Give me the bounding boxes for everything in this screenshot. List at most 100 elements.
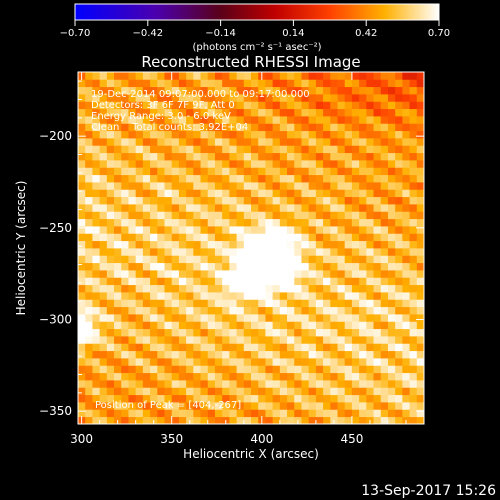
heatmap-cell (308, 240, 317, 249)
heatmap-cell (229, 204, 237, 212)
heatmap-cell (157, 394, 165, 403)
heatmap-cell (164, 321, 173, 330)
heatmap-cell (229, 226, 237, 234)
heatmap-cell (351, 160, 360, 168)
heatmap-cell (164, 167, 173, 176)
heatmap-cell (214, 277, 223, 286)
heatmap-cell (373, 409, 382, 418)
heatmap-cell (128, 336, 137, 344)
heatmap-cell (78, 145, 86, 154)
heatmap-cell (272, 409, 281, 418)
colorbar-tick-label: −0.42 (132, 28, 163, 39)
heatmap-cell (150, 196, 158, 205)
heatmap-cell (114, 218, 122, 227)
heatmap-cell (78, 372, 86, 381)
heatmap-cell (78, 226, 86, 234)
heatmap-cell (344, 189, 353, 198)
heatmap-cell (128, 240, 137, 249)
heatmap-cell (323, 189, 331, 198)
heatmap-cell (380, 116, 389, 124)
heatmap-cell (135, 394, 144, 403)
heatmap-cell (142, 94, 151, 102)
heatmap-cell (128, 108, 137, 117)
heatmap-cell (337, 86, 346, 95)
heatmap-cell (178, 108, 187, 117)
heatmap-cell (416, 402, 424, 410)
heatmap-cell (157, 233, 165, 242)
heatmap-cell (409, 79, 418, 88)
heatmap-cell (287, 416, 295, 424)
heatmap-cell (142, 145, 151, 154)
heatmap-cell (258, 138, 266, 146)
heatmap-cell (207, 394, 216, 403)
heatmap-cell (251, 226, 259, 234)
heatmap-cell (99, 108, 108, 117)
x-tick-label: 450 (340, 432, 363, 446)
heatmap-cell (214, 358, 223, 366)
heatmap-cell (294, 336, 302, 344)
heatmap-cell (243, 167, 252, 176)
heatmap-cell (373, 130, 382, 139)
heatmap-cell (214, 182, 223, 190)
heatmap-cell (236, 86, 245, 95)
heatmap-cell (251, 240, 259, 249)
heatmap-cell (344, 226, 353, 234)
heatmap-cell (366, 248, 374, 256)
heatmap-cell (272, 160, 281, 168)
heatmap-cell (150, 270, 158, 278)
heatmap-cell (258, 218, 266, 227)
heatmap-cell (214, 299, 223, 308)
heatmap-cell (114, 292, 122, 300)
heatmap-cell (243, 358, 252, 366)
heatmap-cell (344, 211, 353, 220)
heatmap-cell (150, 248, 158, 256)
heatmap-cell (229, 387, 237, 396)
heatmap-cell (387, 277, 396, 286)
heatmap-cell (186, 321, 194, 330)
heatmap-cell (207, 101, 216, 110)
heatmap-cell (308, 167, 317, 176)
heatmap-cell (85, 94, 93, 102)
heatmap-cell (402, 409, 410, 418)
heatmap-cell (171, 262, 180, 271)
heatmap-cell (171, 270, 180, 278)
heatmap-cell (222, 211, 230, 220)
heatmap-cell (373, 277, 382, 286)
heatmap-cell (243, 394, 252, 403)
heatmap-cell (85, 116, 93, 124)
heatmap-cell (99, 101, 108, 110)
heatmap-cell (229, 350, 237, 359)
heatmap-cell (142, 402, 151, 410)
heatmap-cell (373, 394, 382, 403)
heatmap-cell (85, 372, 93, 381)
heatmap-cell (214, 248, 223, 256)
heatmap-cell (258, 343, 266, 352)
heatmap-cell (150, 204, 158, 212)
heatmap-cell (99, 262, 108, 271)
heatmap-cell (214, 101, 223, 110)
heatmap-cell (142, 189, 151, 198)
heatmap-cell (121, 240, 129, 249)
heatmap-cell (279, 299, 288, 308)
heatmap-cell (294, 204, 302, 212)
heatmap-cell (395, 248, 403, 256)
heatmap-cell (265, 160, 274, 168)
heatmap-cell (178, 365, 187, 374)
heatmap-cell (193, 204, 201, 212)
heatmap-cell (380, 152, 389, 161)
heatmap-cell (287, 358, 295, 366)
heatmap-cell (351, 108, 360, 117)
heatmap-cell (214, 292, 223, 300)
heatmap-cell (351, 189, 360, 198)
heatmap-cell (207, 79, 216, 88)
heatmap-cell (178, 299, 187, 308)
heatmap-cell (251, 255, 259, 264)
heatmap-cell (186, 240, 194, 249)
heatmap-cell (229, 402, 237, 410)
heatmap-cell (351, 123, 360, 132)
heatmap-cell (409, 306, 418, 315)
heatmap-cell (142, 138, 151, 146)
heatmap-cell (301, 394, 310, 403)
heatmap-cell (294, 255, 302, 264)
heatmap-cell (258, 196, 266, 205)
